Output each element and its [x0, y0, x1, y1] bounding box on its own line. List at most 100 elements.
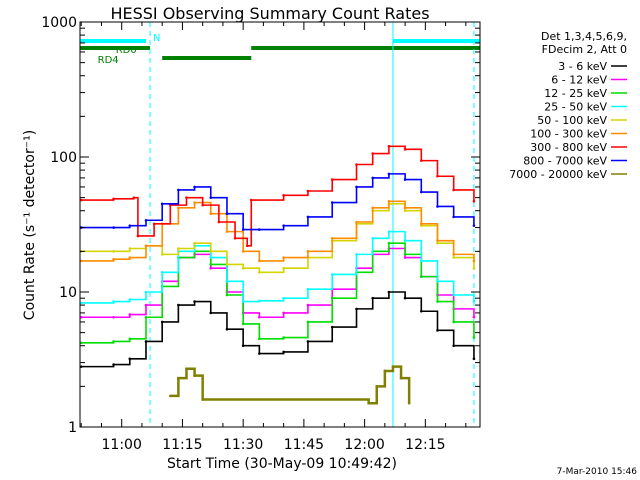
- data-point: [371, 176, 375, 180]
- data-point: [209, 212, 213, 216]
- data-point: [371, 206, 375, 210]
- data-point: [419, 275, 423, 278]
- data-point: [79, 365, 83, 368]
- data-point: [193, 300, 196, 303]
- x-tick-label: 12:00: [344, 437, 384, 453]
- data-point: [403, 239, 407, 242]
- data-point: [201, 398, 204, 401]
- data-point: [79, 198, 83, 202]
- data-point: [436, 329, 439, 332]
- data-point: [112, 197, 115, 201]
- data-point: [112, 300, 115, 303]
- y-tick-label: 10: [59, 285, 77, 301]
- data-point: [241, 344, 245, 348]
- data-point: [419, 190, 423, 194]
- data-point: [282, 194, 285, 197]
- legend-label: 7000 - 20000 keV: [509, 168, 607, 181]
- data-point: [306, 189, 310, 193]
- data-point: [355, 220, 358, 224]
- legend-label: 800 - 7000 keV: [523, 155, 607, 168]
- series-3: [79, 230, 476, 305]
- data-point: [128, 224, 132, 227]
- data-point: [282, 224, 285, 227]
- data-point: [241, 322, 245, 326]
- data-point: [371, 296, 375, 300]
- data-point: [436, 205, 439, 208]
- data-point: [112, 340, 115, 343]
- axes: 11:00 11:15 11:30 11:45 12:00 12:15 1 10 100 1000: [41, 15, 480, 453]
- series-line: [81, 145, 475, 247]
- data-point: [387, 290, 391, 294]
- legend-label: 300 - 800 keV: [530, 141, 607, 154]
- series-4: [79, 202, 476, 274]
- legend-label: 3 - 6 keV: [558, 60, 607, 73]
- data-point: [472, 259, 476, 263]
- data-point: [193, 201, 196, 204]
- data-point: [245, 244, 249, 248]
- data-point: [144, 303, 148, 307]
- data-point: [258, 315, 261, 319]
- data-point: [403, 253, 407, 256]
- legend-label: 50 - 100 keV: [537, 114, 607, 127]
- series-lines: [79, 145, 476, 405]
- flag-label-n: N: [153, 33, 160, 44]
- data-point: [177, 247, 180, 250]
- x-tick-label: 11:00: [102, 437, 142, 453]
- data-point: [144, 218, 148, 222]
- data-point: [330, 236, 334, 240]
- data-point: [355, 253, 358, 256]
- data-point: [112, 363, 115, 366]
- data-point: [160, 253, 164, 256]
- data-point: [132, 196, 136, 199]
- data-point: [330, 296, 334, 300]
- data-point: [201, 203, 204, 207]
- data-point: [144, 315, 148, 319]
- data-point: [233, 236, 237, 240]
- data-point: [112, 315, 115, 319]
- data-point: [387, 199, 391, 203]
- data-point: [79, 301, 83, 305]
- y-tick-label: 100: [50, 150, 77, 166]
- data-point: [371, 236, 375, 240]
- data-point: [128, 256, 132, 259]
- data-point: [258, 259, 261, 263]
- series-line: [81, 247, 475, 319]
- data-point: [472, 315, 476, 319]
- series-line: [81, 230, 475, 304]
- series-line: [81, 200, 475, 262]
- data-point: [217, 220, 221, 224]
- data-point: [452, 253, 455, 256]
- data-point: [419, 259, 423, 263]
- data-point: [144, 290, 148, 294]
- data-point: [452, 215, 455, 219]
- data-point: [472, 300, 476, 303]
- data-point: [452, 320, 455, 324]
- data-point: [144, 340, 148, 343]
- series-5: [79, 199, 476, 263]
- data-point: [168, 394, 172, 398]
- data-point: [472, 224, 476, 227]
- data-point: [472, 336, 476, 339]
- legend-label: 6 - 12 keV: [551, 74, 607, 87]
- data-point: [241, 266, 245, 270]
- legend: Det 1,3,4,5,6,9,FDecim 2, Att 0 3 - 6 keV…: [509, 30, 627, 181]
- x-tick-label: 12:15: [405, 437, 445, 453]
- data-point: [403, 209, 407, 213]
- data-point: [387, 241, 391, 245]
- data-point: [193, 374, 196, 377]
- plot-frame: [79, 21, 481, 428]
- series-8: [168, 365, 411, 405]
- data-point: [225, 212, 229, 216]
- data-point: [306, 287, 310, 291]
- data-point: [128, 357, 132, 361]
- data-point: [399, 376, 403, 380]
- data-point: [193, 241, 196, 245]
- legend-label: 25 - 50 keV: [544, 101, 607, 114]
- data-point: [472, 266, 476, 270]
- data-point: [306, 340, 310, 343]
- data-point: [452, 256, 455, 259]
- data-point: [225, 293, 229, 297]
- data-point: [436, 280, 439, 283]
